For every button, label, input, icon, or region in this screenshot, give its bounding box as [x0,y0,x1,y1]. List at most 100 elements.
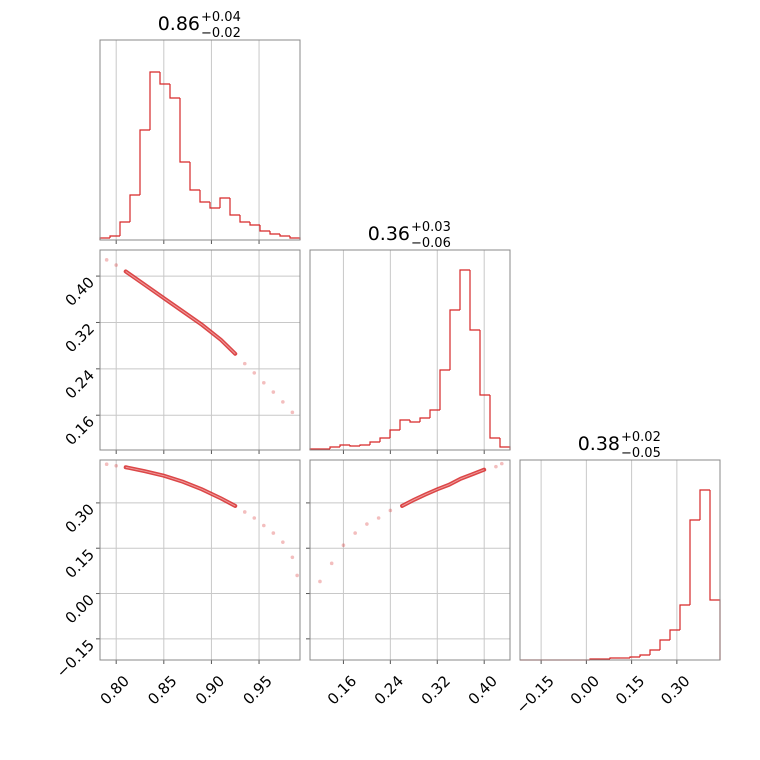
histogram-bin [349,445,360,447]
histogram-bin [239,215,250,223]
sample-point [295,573,299,578]
sample-point [329,561,334,566]
histogram-bin [359,444,370,446]
sample-point [262,380,266,385]
histogram-bin [229,198,240,216]
histogram-bin [649,649,660,655]
sample-point [104,462,109,467]
histogram-bin [499,438,511,450]
x-tick-label: 0.16 [324,672,360,708]
x-tick-label: 0.40 [465,672,501,708]
histogram-bin [399,419,410,430]
histogram-bin [429,409,440,418]
x-tick-label: 0.90 [192,672,228,708]
contour [400,467,487,508]
histogram-bin [269,231,280,235]
panel-frame [309,459,511,661]
sample-point [242,361,247,366]
sample-point [262,523,266,528]
sample-point [341,543,346,547]
histogram-bin [389,429,400,438]
histogram-bin [679,604,690,630]
y-tick-label: 0.30 [62,500,98,536]
histogram-bin [379,437,390,442]
histogram-bin [139,129,150,195]
sample-point [252,516,257,520]
histogram-bin [109,235,120,238]
sample-point [114,463,118,468]
y-tick-label: −0.15 [53,636,98,681]
y-tick-label: 0.32 [62,320,98,356]
x-tick-label: 0.00 [567,672,603,708]
sample-point [290,410,295,415]
histogram-bin [209,202,220,209]
sample-point [376,516,381,520]
histogram-bin [259,225,270,232]
sample-point [281,540,285,544]
y-tick-label: 0.15 [62,546,98,582]
histogram-bin [409,420,420,423]
histogram-bin [169,84,180,99]
x-tick-label: 0.24 [371,672,407,708]
y-tick-label: 0.40 [62,273,98,309]
histogram-bin [609,657,620,659]
histogram-bin [419,417,430,422]
histogram-bin [469,270,480,331]
x-tick-label: 0.80 [97,672,133,708]
title-lower: −0.06 [411,236,451,251]
histogram-bin [639,654,650,657]
histogram-bin [189,162,200,191]
panel-frame [99,39,301,241]
y-tick-label: 0.00 [62,591,98,627]
histogram-bin [479,330,490,396]
histogram-bin [459,269,470,310]
title-upper: +0.03 [411,220,451,235]
histogram-bin [439,369,450,410]
x-tick-label: 0.95 [239,672,275,708]
title-value: 0.38 [578,433,620,455]
histogram-bin [179,98,190,163]
panel-frame [309,249,511,451]
histogram-bin [219,197,230,208]
sample-point [271,531,276,535]
sample-point [290,555,295,560]
histogram-bin [709,490,721,660]
panel-frame [519,459,721,661]
sample-point [281,400,285,404]
x-tick-label: 0.85 [144,672,180,708]
histogram-bin [289,236,301,240]
title-value: 0.36 [368,223,410,245]
histogram-bin [279,234,290,237]
sample-point [494,464,498,469]
histogram-bin [249,222,260,226]
x-tick-label: 0.30 [657,672,693,708]
histogram-bin [689,519,700,605]
x-tick-label: 0.32 [418,672,454,708]
sample-point [104,258,109,262]
histogram-bin [669,629,680,640]
title-value: 0.86 [158,13,200,35]
histogram-bin [489,395,500,439]
histogram-bin [449,309,460,370]
sample-point [114,263,118,267]
sample-point [252,371,257,375]
histogram-bin [339,444,350,447]
sample-point [388,508,393,513]
sample-point [242,510,247,514]
histogram-bin [159,72,170,85]
histogram-bin [369,441,380,445]
sample-point [365,522,369,526]
sample-point [499,461,504,466]
histogram-bin [659,639,670,650]
contour-inner [125,466,236,507]
contour [123,465,238,508]
histogram-bin [329,446,340,449]
contour-inner [125,271,236,355]
histogram-bin [199,190,210,203]
histogram-bin [149,71,160,130]
sample-point [353,531,357,535]
title-lower: −0.05 [621,446,661,461]
panel-frame [99,459,301,661]
sample-point [318,579,322,584]
